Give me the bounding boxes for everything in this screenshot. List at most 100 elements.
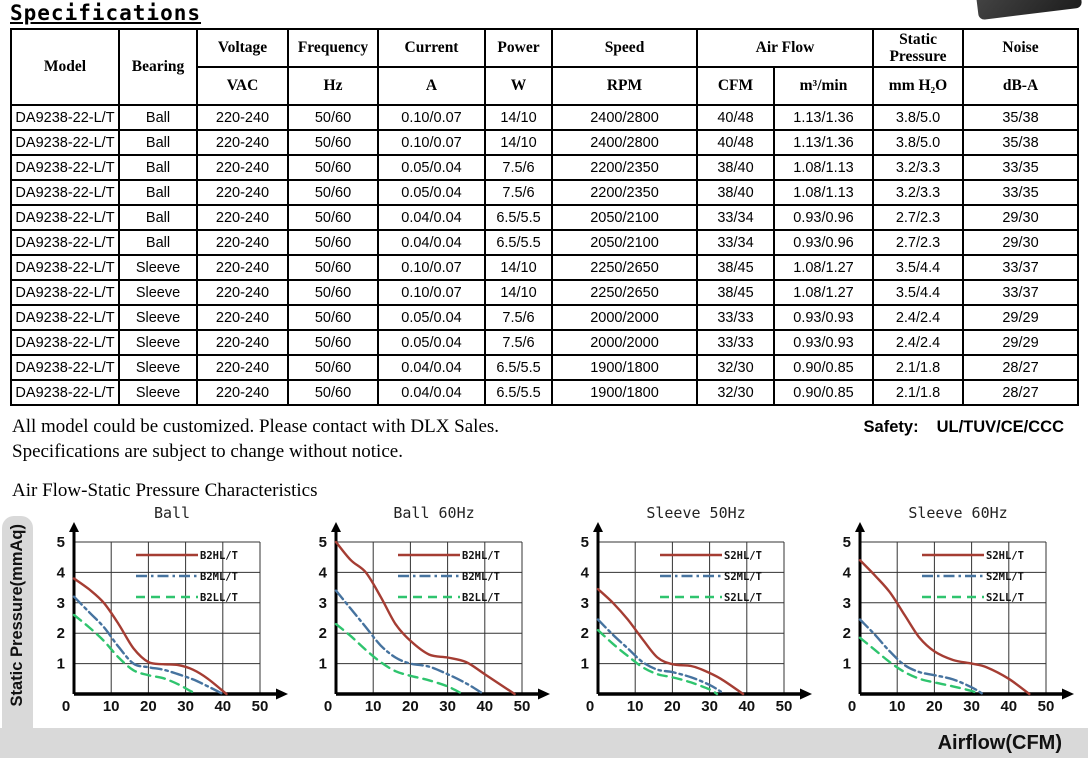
table-cell: 33/34 (696, 204, 775, 231)
table-cell: 220-240 (196, 279, 289, 306)
table-cell: 33/35 (962, 154, 1080, 181)
legend-label: S2ML/T (724, 571, 762, 583)
table-cell: 0.04/0.04 (377, 379, 486, 406)
table-cell: 50/60 (287, 179, 379, 206)
table-cell: 2.4/2.4 (872, 329, 965, 356)
table-cell: Sleeve (118, 354, 198, 381)
table-cell: Sleeve (118, 304, 198, 331)
legend-label: B2ML/T (462, 571, 500, 583)
series-S2LL/T (596, 629, 719, 696)
x-tick-label: 30 (439, 698, 456, 715)
x-axis-label: Airflow(CFM) (937, 731, 1062, 754)
table-cell: 35/38 (962, 129, 1080, 156)
table-cell: 3.8/5.0 (872, 104, 965, 131)
y-tick-label: 1 (581, 656, 589, 673)
x-tick-label: 40 (738, 698, 755, 715)
table-cell: 33/35 (962, 179, 1080, 206)
x-tick-label: 0 (324, 698, 332, 715)
table-cell: 0.05/0.04 (377, 329, 486, 356)
charts-row: Ball 0 10 20 30 40 50 1 2 3 4 5 B2HL/T B2ML/T B2LL/T Ba… (38, 504, 1088, 727)
table-cell: 38/45 (696, 254, 775, 281)
safety-value: UL/TUV/CE/CCC (936, 418, 1064, 436)
table-cell: 1.13/1.36 (772, 129, 875, 156)
table-cell: 220-240 (196, 329, 289, 356)
col-header-frequency: Frequency (287, 28, 379, 68)
chart-ball: Ball 0 10 20 30 40 50 1 2 3 4 5 B2HL/T B2ML/T B2LL/T (38, 504, 296, 727)
x-tick-label: 20 (140, 698, 157, 715)
table-cell: 33/33 (696, 329, 775, 356)
table-row: DA9238-22-L/T Ball 220-240 50/60 0.05/0.04 7.… (10, 154, 1080, 181)
series-S2ML/T (858, 618, 984, 696)
series-B2HL/T (334, 540, 516, 696)
table-cell: 0.04/0.04 (377, 354, 486, 381)
table-cell: 2250/2650 (551, 254, 698, 281)
table-cell: 220-240 (196, 204, 289, 231)
table-cell: 29/29 (962, 304, 1080, 331)
x-tick-label: 50 (514, 698, 531, 715)
table-cell: Sleeve (118, 379, 198, 406)
table-cell: Ball (118, 104, 198, 131)
table-cell: 33/37 (962, 254, 1080, 281)
table-cell: 33/37 (962, 279, 1080, 306)
x-tick-label: 20 (402, 698, 419, 715)
table-cell: 50/60 (287, 229, 379, 256)
fan-photo-corner (973, 0, 1083, 21)
col-header-bearing: Bearing (118, 28, 198, 106)
table-cell: Ball (118, 204, 198, 231)
table-cell: 33/33 (696, 304, 775, 331)
cell-model: DA9238-22-L/T (10, 229, 120, 256)
cell-model: DA9238-22-L/T (10, 354, 120, 381)
table-cell: 38/40 (696, 154, 775, 181)
unit-cfm: CFM (696, 66, 775, 106)
header-row-1: Model Bearing Voltage Frequency Current … (10, 28, 1080, 106)
series-S2HL/T (596, 587, 745, 696)
chart-title: Sleeve 60Hz (908, 504, 1008, 522)
table-cell: 2.1/1.8 (872, 354, 965, 381)
unit-dba: dB-A (962, 66, 1080, 106)
table-cell: 50/60 (287, 354, 379, 381)
y-tick-label: 4 (843, 564, 852, 581)
table-cell: 29/30 (962, 204, 1080, 231)
chart-plot: 0 10 20 30 40 50 1 2 3 4 5 B2HL/T B2ML/T B2LL/T (319, 522, 550, 715)
chart-ball-60hz: Ball 60Hz 0 10 20 30 40 50 1 2 3 4 5 B2HL/T B2ML/T B2L… (300, 504, 558, 727)
table-row: DA9238-22-L/T Sleeve 220-240 50/60 0.05/0.04… (10, 304, 1080, 331)
legend-label: S2HL/T (986, 550, 1024, 562)
legend-label: S2LL/T (986, 592, 1024, 604)
y-tick-label: 5 (57, 534, 65, 551)
unit-rpm: RPM (551, 66, 698, 106)
table-cell: 28/27 (962, 379, 1080, 406)
page-title: Specifications (10, 1, 202, 25)
table-cell: 50/60 (287, 204, 379, 231)
safety-certifications: Safety: UL/TUV/CE/CCC (864, 418, 1078, 437)
table-cell: 2.4/2.4 (872, 304, 965, 331)
table-cell: 220-240 (196, 129, 289, 156)
note-subject-to-change: Specifications are subject to change wit… (12, 441, 403, 462)
table-cell: 7.5/6 (484, 329, 553, 356)
unit-vac: VAC (196, 66, 289, 106)
table-cell: 29/30 (962, 229, 1080, 256)
col-header-speed: Speed (551, 28, 698, 68)
series-B2LL/T (72, 613, 198, 696)
x-tick-label: 20 (926, 698, 943, 715)
table-cell: 0.90/0.85 (772, 379, 875, 406)
table-cell: 220-240 (196, 304, 289, 331)
y-tick-label: 1 (843, 656, 851, 673)
x-tick-label: 10 (365, 698, 382, 715)
table-cell: 6.5/5.5 (484, 379, 553, 406)
table-cell: 6.5/5.5 (484, 229, 553, 256)
y-tick-label: 3 (581, 595, 589, 612)
table-row: DA9238-22-L/T Sleeve 220-240 50/60 0.10/0.07… (10, 279, 1080, 306)
series-S2HL/T (858, 559, 1031, 696)
table-cell: 50/60 (287, 104, 379, 131)
table-cell: 2.7/2.3 (872, 204, 965, 231)
col-header-airflow: Air Flow (695, 28, 875, 68)
chart-plot: 0 10 20 30 40 50 1 2 3 4 5 B2HL/T B2ML/T B2LL/T (57, 522, 288, 715)
cell-model: DA9238-22-L/T (10, 254, 120, 281)
table-cell: 50/60 (287, 279, 379, 306)
y-tick-label: 3 (843, 595, 851, 612)
x-tick-label: 50 (252, 698, 269, 715)
table-cell: 14/10 (484, 129, 553, 156)
table-cell: 35/38 (962, 104, 1080, 131)
x-tick-label: 10 (889, 698, 906, 715)
table-cell: 0.04/0.04 (377, 229, 486, 256)
